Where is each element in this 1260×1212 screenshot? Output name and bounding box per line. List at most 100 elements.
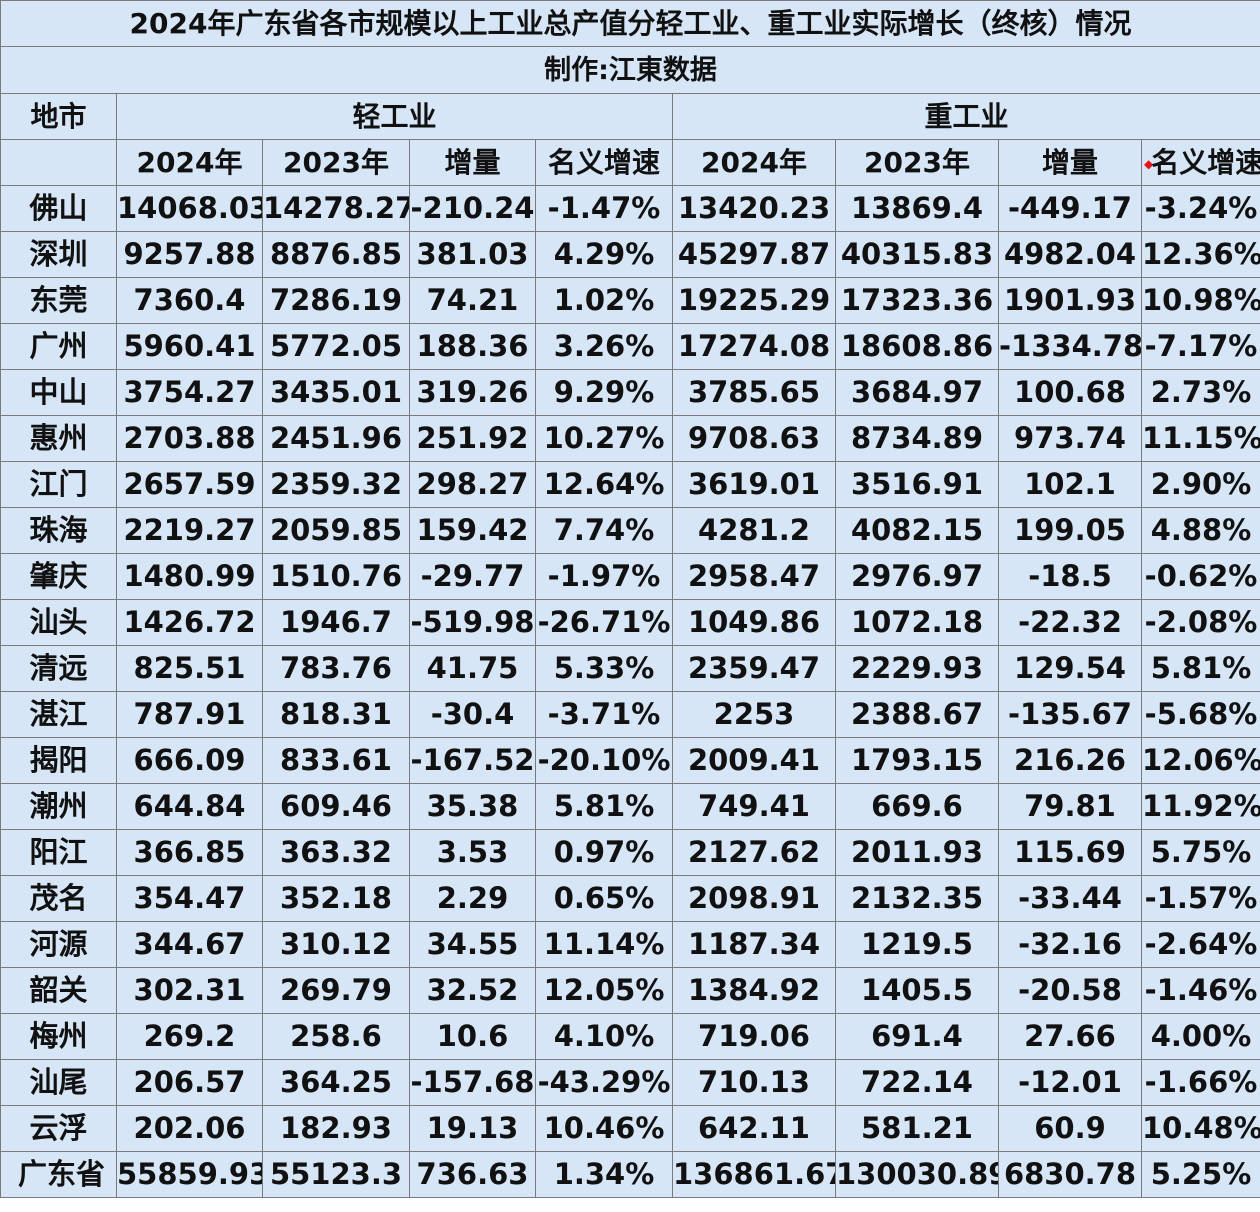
table-row: 清远 825.51 783.76 41.75 5.33% 2359.47 2229.93 12… [0, 645, 1260, 692]
light-2023-cell: 2059.85 [262, 507, 410, 554]
heavy-2024-cell: 2098.91 [672, 875, 836, 922]
light-2024-cell: 787.91 [116, 691, 263, 738]
table-row: 深圳 9257.88 8876.85 381.03 4.29% 45297.87 40315… [0, 231, 1260, 278]
light-2024-cell: 202.06 [116, 1105, 263, 1152]
heavy-2024-cell: 2009.41 [672, 737, 836, 784]
light-growth-cell: 12.05% [535, 967, 673, 1014]
heavy-2024-cell: 642.11 [672, 1105, 836, 1152]
light-growth-cell: 3.26% [535, 323, 673, 370]
table-row: 湛江 787.91 818.31 -30.4 -3.71% 2253 2388.67 -135… [0, 691, 1260, 738]
heavy-2024-cell: 1384.92 [672, 967, 836, 1014]
light-growth-cell: 4.29% [535, 231, 673, 278]
heavy-2023-cell: 722.14 [835, 1059, 999, 1106]
light-2024-cell: 366.85 [116, 829, 263, 876]
heavy-2024-cell: 17274.08 [672, 323, 836, 370]
light-growth-cell: 5.81% [535, 783, 673, 830]
table-row: 揭阳 666.09 833.61 -167.52 -20.10% 2009.41 1793.… [0, 737, 1260, 784]
heavy-growth-cell: 2.73% [1141, 369, 1260, 416]
heavy-growth-cell: 4.00% [1141, 1013, 1260, 1060]
total-row: 广东省 55859.93 55123.3 736.63 1.34% 136861.67 13… [0, 1151, 1260, 1198]
light-increase-cell: -210.24 [409, 185, 536, 232]
heavy-growth-cell: 4.88% [1141, 507, 1260, 554]
table-row: 梅州 269.2 258.6 10.6 4.10% 719.06 691.4 27.66 4.0… [0, 1013, 1260, 1060]
heavy-2024-cell: 2127.62 [672, 829, 836, 876]
light-increase-cell: 188.36 [409, 323, 536, 370]
heavy-industry-header: 重工业 [672, 93, 1260, 140]
light-2024-cell: 7360.4 [116, 277, 263, 324]
city-cell: 肇庆 [0, 553, 117, 600]
light-increase-cell: 19.13 [409, 1105, 536, 1152]
light-2024-cell: 2219.27 [116, 507, 263, 554]
heavy-increase-cell: 6830.78 [998, 1151, 1142, 1198]
light-increase-cell: -29.77 [409, 553, 536, 600]
heavy-increase-cell: 973.74 [998, 415, 1142, 462]
heavy-growth-header: ◆名义增速 [1141, 139, 1260, 186]
heavy-increase-cell: 100.68 [998, 369, 1142, 416]
heavy-2024-cell: 749.41 [672, 783, 836, 830]
light-growth-cell: 0.65% [535, 875, 673, 922]
cell-marker-icon: ◆ [1144, 156, 1154, 171]
heavy-2023-cell: 2132.35 [835, 875, 999, 922]
light-2024-cell: 1426.72 [116, 599, 263, 646]
light-growth-cell: 10.27% [535, 415, 673, 462]
city-cell: 茂名 [0, 875, 117, 922]
heavy-2024-cell: 2253 [672, 691, 836, 738]
light-2023-cell: 310.12 [262, 921, 410, 968]
heavy-2023-cell: 2229.93 [835, 645, 999, 692]
table-row: 韶关 302.31 269.79 32.52 12.05% 1384.92 1405.5 -2… [0, 967, 1260, 1014]
light-2023-cell: 8876.85 [262, 231, 410, 278]
table-row: 佛山 14068.03 14278.27 -210.24 -1.47% 13420.23 1… [0, 185, 1260, 232]
heavy-2023-cell: 8734.89 [835, 415, 999, 462]
table-row: 珠海 2219.27 2059.85 159.42 7.74% 4281.2 4082.15… [0, 507, 1260, 554]
light-growth-cell: 1.02% [535, 277, 673, 324]
heavy-2023-cell: 40315.83 [835, 231, 999, 278]
table-row: 潮州 644.84 609.46 35.38 5.81% 749.41 669.6 79.81… [0, 783, 1260, 830]
light-2024-cell: 5960.41 [116, 323, 263, 370]
city-cell: 东莞 [0, 277, 117, 324]
light-growth-cell: -20.10% [535, 737, 673, 784]
light-2023-cell: 352.18 [262, 875, 410, 922]
light-growth-cell: -1.47% [535, 185, 673, 232]
light-industry-header: 轻工业 [116, 93, 673, 140]
light-growth-cell: -26.71% [535, 599, 673, 646]
city-cell: 潮州 [0, 783, 117, 830]
heavy-2023-cell: 2388.67 [835, 691, 999, 738]
light-2023-cell: 609.46 [262, 783, 410, 830]
light-2024-cell: 302.31 [116, 967, 263, 1014]
heavy-2023-cell: 669.6 [835, 783, 999, 830]
light-increase-cell: 298.27 [409, 461, 536, 508]
heavy-growth-cell: 10.48% [1141, 1105, 1260, 1152]
light-2024-cell: 55859.93 [116, 1151, 263, 1198]
city-cell: 佛山 [0, 185, 117, 232]
city-cell: 汕头 [0, 599, 117, 646]
heavy-2024-cell: 13420.23 [672, 185, 836, 232]
heavy-growth-label: 名义增速 [1151, 145, 1260, 179]
light-growth-cell: 5.33% [535, 645, 673, 692]
light-2023-cell: 258.6 [262, 1013, 410, 1060]
heavy-2024-cell: 1049.86 [672, 599, 836, 646]
heavy-growth-cell: 5.75% [1141, 829, 1260, 876]
light-increase-cell: -519.98 [409, 599, 536, 646]
light-increase-cell: 10.6 [409, 1013, 536, 1060]
light-2023-cell: 5772.05 [262, 323, 410, 370]
light-2023-cell: 783.76 [262, 645, 410, 692]
light-growth-cell: 12.64% [535, 461, 673, 508]
heavy-2024-cell: 136861.67 [672, 1151, 836, 1198]
heavy-growth-cell: -2.08% [1141, 599, 1260, 646]
heavy-2023-cell: 2976.97 [835, 553, 999, 600]
heavy-2023-cell: 1793.15 [835, 737, 999, 784]
table-row: 肇庆 1480.99 1510.76 -29.77 -1.97% 2958.47 2976.… [0, 553, 1260, 600]
city-cell: 珠海 [0, 507, 117, 554]
light-2023-cell: 363.32 [262, 829, 410, 876]
heavy-growth-cell: -1.57% [1141, 875, 1260, 922]
light-2024-cell: 269.2 [116, 1013, 263, 1060]
light-2024-cell: 3754.27 [116, 369, 263, 416]
light-increase-cell: 251.92 [409, 415, 536, 462]
table-row: 惠州 2703.88 2451.96 251.92 10.27% 9708.63 8734.… [0, 415, 1260, 462]
light-2024-cell: 354.47 [116, 875, 263, 922]
city-cell: 江门 [0, 461, 117, 508]
heavy-2024-cell: 2958.47 [672, 553, 836, 600]
light-increase-cell: -167.52 [409, 737, 536, 784]
heavy-2024-cell: 2359.47 [672, 645, 836, 692]
table-row: 河源 344.67 310.12 34.55 11.14% 1187.34 1219.5 -3… [0, 921, 1260, 968]
